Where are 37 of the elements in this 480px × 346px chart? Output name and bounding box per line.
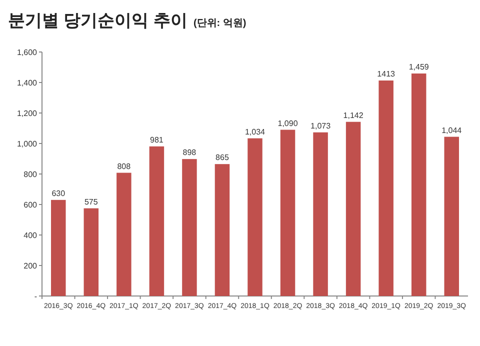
data-label: 981 [150, 135, 164, 144]
bar [280, 130, 296, 296]
bar [248, 138, 262, 296]
data-label: 630 [52, 188, 66, 198]
y-tick-label: 1,000 [16, 140, 38, 148]
data-label: 1,090 [278, 118, 298, 128]
y-tick-label: 1,200 [16, 109, 38, 118]
bar [444, 136, 459, 296]
data-label: 1,073 [310, 121, 332, 130]
bar [378, 80, 394, 296]
data-label: 1,142 [343, 110, 364, 120]
data-label: 808 [117, 162, 132, 171]
bar [313, 132, 328, 296]
y-tick-label: - [34, 292, 38, 301]
data-label: 898 [182, 148, 197, 158]
bar [116, 172, 132, 296]
bar [346, 122, 361, 296]
data-label: 575 [84, 197, 98, 206]
data-label: 1413 [377, 70, 396, 79]
chart-title: 분기별 당기순이익 추이 [8, 11, 188, 30]
y-tick-label: 400 [24, 231, 38, 240]
data-label: 1,034 [244, 127, 266, 136]
bar [214, 164, 230, 296]
y-tick-label: 1,400 [16, 78, 38, 88]
data-label: 1,459 [408, 62, 430, 72]
bar [84, 208, 99, 296]
y-tick-label: 1,600 [16, 48, 38, 57]
y-tick-label: 600 [24, 200, 38, 210]
data-label: 1,044 [442, 126, 462, 135]
bar [51, 200, 66, 296]
y-tick-label: 800 [24, 170, 38, 179]
bar [182, 159, 197, 296]
y-tick-label: 200 [24, 262, 38, 270]
chart-subtitle: (단위: 억원) [193, 18, 246, 29]
data-label: 865 [216, 153, 230, 162]
bar [149, 146, 164, 296]
bar [411, 74, 426, 296]
